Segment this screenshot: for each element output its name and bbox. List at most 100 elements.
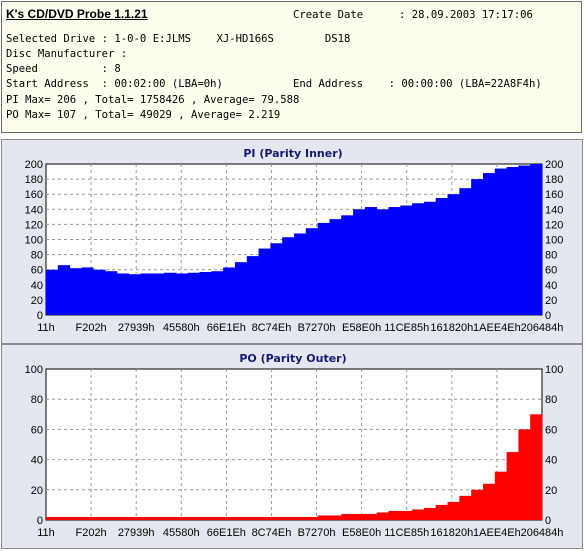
y-tick-label-left: 20 [31, 485, 43, 497]
y-tick-label-right: 60 [545, 265, 557, 277]
data-bar [152, 273, 165, 315]
x-tick-label: 206484h [521, 527, 564, 539]
data-bar [435, 197, 448, 315]
data-bar [294, 516, 307, 520]
y-tick-label-right: 160 [545, 189, 563, 201]
data-bar [164, 272, 177, 315]
data-bar [305, 516, 319, 520]
x-tick-label: 66E1Eh [207, 322, 246, 334]
x-tick-label: 66E1Eh [207, 527, 246, 539]
y-tick-label-right: 200 [545, 159, 563, 171]
data-bar [294, 233, 307, 315]
data-bar [223, 267, 236, 315]
x-tick-label: F202h [75, 322, 106, 334]
x-tick-label: 1AEE4Eh [473, 322, 521, 334]
data-bar [187, 272, 200, 315]
x-tick-label: E58E0h [342, 527, 381, 539]
data-bar [128, 274, 141, 315]
data-bar [69, 516, 82, 520]
y-tick-label-left: 160 [25, 189, 43, 201]
data-bar [388, 510, 401, 520]
create-date-label: Create Date [293, 9, 364, 21]
data-bar [57, 516, 71, 520]
y-tick-label-left: 20 [31, 295, 43, 307]
data-bar [270, 243, 283, 315]
y-tick-label-left: 100 [25, 235, 43, 247]
data-bar [435, 504, 448, 520]
y-tick-label-left: 80 [31, 250, 43, 262]
pi-stats: PI Max= 206 , Total= 1758426 , Average= … [6, 94, 300, 106]
x-tick-label: E58E0h [342, 322, 381, 334]
data-bar [412, 509, 425, 520]
data-bar [471, 489, 484, 520]
data-bar [482, 173, 496, 315]
po-panel: PO (Parity Outer) 0 0 20 20 40 40 60 60 80 80 100 1… [1, 344, 583, 549]
data-bar [506, 452, 519, 520]
data-bar [234, 262, 248, 315]
x-tick-label: 11h [37, 322, 55, 334]
data-bar [317, 515, 330, 520]
data-bar [57, 265, 71, 315]
data-bar [81, 267, 94, 315]
data-bar [376, 209, 389, 315]
data-bar [81, 516, 94, 520]
y-tick-label-right: 60 [545, 424, 557, 436]
data-bar [175, 516, 189, 520]
y-tick-label-right: 0 [545, 515, 551, 527]
data-bar [376, 512, 389, 520]
x-tick-label: 11CE85h [384, 527, 429, 539]
pi-panel: PI (Parity Inner) 0 0 20 20 40 40 60 60 80 80 100 1… [1, 139, 583, 344]
x-tick-label: 8C74Eh [252, 322, 292, 334]
data-bar [329, 219, 342, 315]
data-bar [530, 414, 543, 520]
data-bar [412, 203, 425, 315]
data-bar [175, 273, 189, 315]
y-tick-label-left: 40 [31, 280, 43, 292]
data-bar [530, 164, 543, 315]
data-bar [341, 513, 354, 520]
y-tick-label-right: 40 [545, 455, 557, 467]
data-bar [69, 268, 82, 315]
x-tick-label: 206484h [521, 322, 564, 334]
data-bar [105, 516, 118, 520]
y-tick-label-right: 20 [545, 485, 557, 497]
y-tick-label-right: 80 [545, 250, 557, 262]
data-bar [116, 516, 130, 520]
y-tick-label-right: 40 [545, 280, 557, 292]
data-bar [447, 194, 460, 315]
y-tick-label-right: 180 [545, 174, 563, 186]
data-bar [506, 167, 519, 315]
data-bar [140, 516, 153, 520]
x-tick-label: B7270h [298, 322, 336, 334]
data-bar [211, 271, 224, 315]
x-tick-label: 161820h [430, 527, 473, 539]
y-tick-label-right: 0 [545, 310, 551, 322]
app-title: K's CD/DVD Probe 1.1.21 [6, 7, 148, 21]
data-bar [364, 207, 378, 315]
data-bar [282, 237, 295, 315]
x-tick-label: F202h [75, 527, 106, 539]
data-bar [364, 513, 378, 520]
y-tick-label-right: 100 [545, 364, 563, 376]
x-tick-label: 8C74Eh [252, 527, 292, 539]
y-tick-label-right: 100 [545, 235, 563, 247]
x-tick-label: 1AEE4Eh [473, 527, 521, 539]
data-bar [482, 483, 496, 520]
data-bar [199, 271, 212, 315]
y-tick-label-left: 140 [25, 204, 43, 216]
speed: Speed : 8 [6, 63, 121, 75]
data-bar [105, 271, 118, 315]
y-tick-label-left: 60 [31, 424, 43, 436]
data-bar [187, 516, 200, 520]
info-panel: K's CD/DVD Probe 1.1.21 Create Date : 28… [1, 1, 582, 133]
y-tick-label-right: 120 [545, 219, 563, 231]
data-bar [494, 471, 507, 520]
data-bar [152, 516, 165, 520]
data-bar [246, 516, 259, 520]
x-tick-label: 45580h [163, 322, 200, 334]
po-chart-title: PO (Parity Outer) [239, 352, 346, 365]
data-bar [116, 273, 130, 315]
x-tick-label: 45580h [163, 527, 200, 539]
data-bar [128, 516, 141, 520]
data-bar [246, 256, 259, 315]
